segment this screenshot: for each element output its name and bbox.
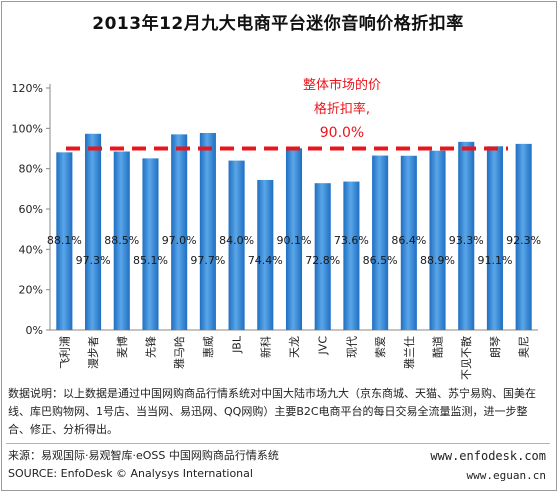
category-label: 飞利浦 [58,336,71,369]
bar [171,134,188,330]
bar [400,155,417,330]
value-labels: 88.1% 97.3% 88.5% 85.1% 97.0% 97.7% 84.0% 74.4%… [47,234,541,267]
y-tick-label: 80% [19,163,43,176]
y-tick-label: 0% [26,324,43,337]
category-label: JBL [231,335,244,354]
value-label: 91.1% [477,254,512,267]
bar [343,181,360,330]
category-label: 酷道 [431,336,445,358]
bar [458,141,475,330]
bar [515,143,532,330]
bar [486,146,503,330]
value-label: 90.1% [277,234,312,247]
category-label: 奥尼 [517,336,531,358]
bar [372,155,389,330]
bar [113,151,130,330]
bar [142,158,159,330]
y-tick-label: 40% [19,243,43,256]
y-tick-label: 60% [19,203,43,216]
value-label: 88.1% [47,234,82,247]
category-label: 雅马哈 [172,336,186,369]
value-label: 97.3% [76,254,111,267]
reference-label-line: 90.0% [320,125,364,141]
category-label: 朗琴 [489,336,502,358]
value-label: 93.3% [449,234,484,247]
bar [257,179,274,330]
y-tick-label: 100% [12,122,43,135]
bar [314,183,331,330]
category-label: 雅兰仕 [402,336,416,369]
value-label: 97.7% [190,254,225,267]
category-label: 先锋 [144,336,157,358]
bar [429,150,446,330]
category-labels: 飞利浦 漫步者 麦博 先锋 雅马哈 惠威 JBL 新科 天龙 JVC 现代 索爱 雅兰仕 酷道 不见不散 朗琴… [58,335,530,380]
category-label: 惠威 [201,336,215,358]
category-label: 麦博 [116,336,129,358]
value-label: 88.5% [104,234,139,247]
value-label: 85.1% [133,254,168,267]
source-en: SOURCE: EnfoDesk © Analysys Internationa… [8,467,253,480]
value-label: 73.6% [334,234,369,247]
axes: 0% 20% 40% 60% 80% 100% 120% [12,82,538,337]
category-label: 天龙 [288,336,301,358]
category-label: 现代 [345,336,358,358]
bar [199,132,216,330]
category-label: JVC [317,336,330,356]
divider [6,443,550,444]
bars [56,132,532,330]
source-cn: 来源：易观国际·易观智库·eOSS 中国网购商品行情系统 [8,449,279,462]
bar [285,148,303,330]
value-label: 92.3% [506,234,541,247]
reference-label-line: 格折扣率, [314,101,370,117]
chart-title: 2013年12月九大电商平台迷你音响价格折扣率 [92,14,464,34]
data-note: 数据说明：以上数据是通过中国网购商品行情系统对中国大陆市场九大（京东商城、天猫、… [8,387,536,436]
bar [56,152,73,330]
y-tick-label: 20% [19,284,43,297]
value-label: 88.9% [420,254,455,267]
value-label: 84.0% [219,234,254,247]
value-label: 74.4% [248,254,283,267]
value-label: 97.0% [162,234,197,247]
y-tick-label: 120% [12,82,43,95]
value-label: 72.8% [305,254,340,267]
bar [228,160,245,330]
url-eguan: www.eguan.cn [466,469,546,482]
bar [85,133,102,330]
category-label: 不见不散 [459,336,473,380]
reference-label-line: 整体市场的价 [303,77,381,93]
category-label: 漫步者 [86,336,100,369]
value-label: 86.5% [363,254,398,267]
category-label: 索爱 [373,336,387,358]
url-enfodesk: www.enfodesk.com [430,449,546,463]
value-label: 86.4% [391,234,426,247]
category-label: 新科 [258,336,272,358]
